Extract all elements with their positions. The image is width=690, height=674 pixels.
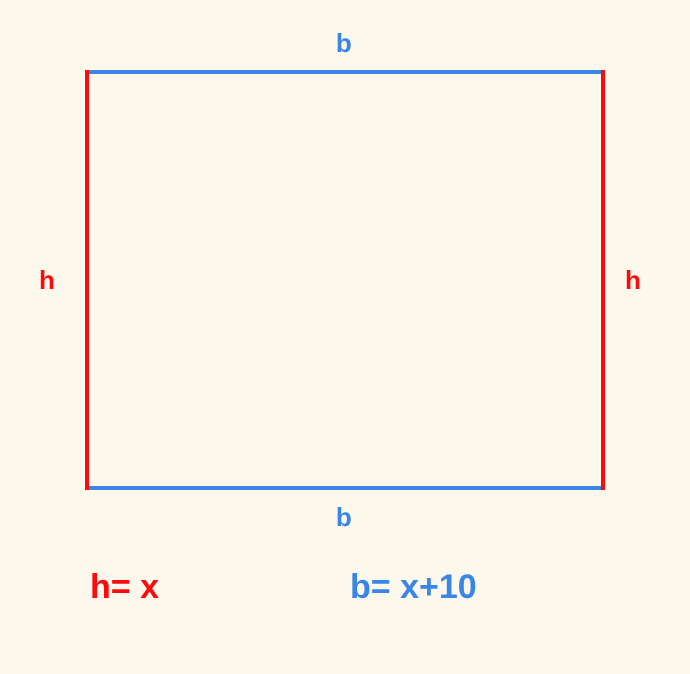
label-right: h [625, 267, 641, 293]
rect-edge-top [85, 70, 605, 74]
formula-b: b= x+10 [350, 570, 477, 604]
rect-edge-right [601, 70, 605, 490]
rect-edge-left [85, 70, 89, 490]
label-top: b [336, 30, 352, 56]
rect-edge-bottom [85, 486, 605, 490]
formula-h: h= x [90, 570, 159, 604]
label-bottom: b [336, 504, 352, 530]
label-left: h [39, 267, 55, 293]
